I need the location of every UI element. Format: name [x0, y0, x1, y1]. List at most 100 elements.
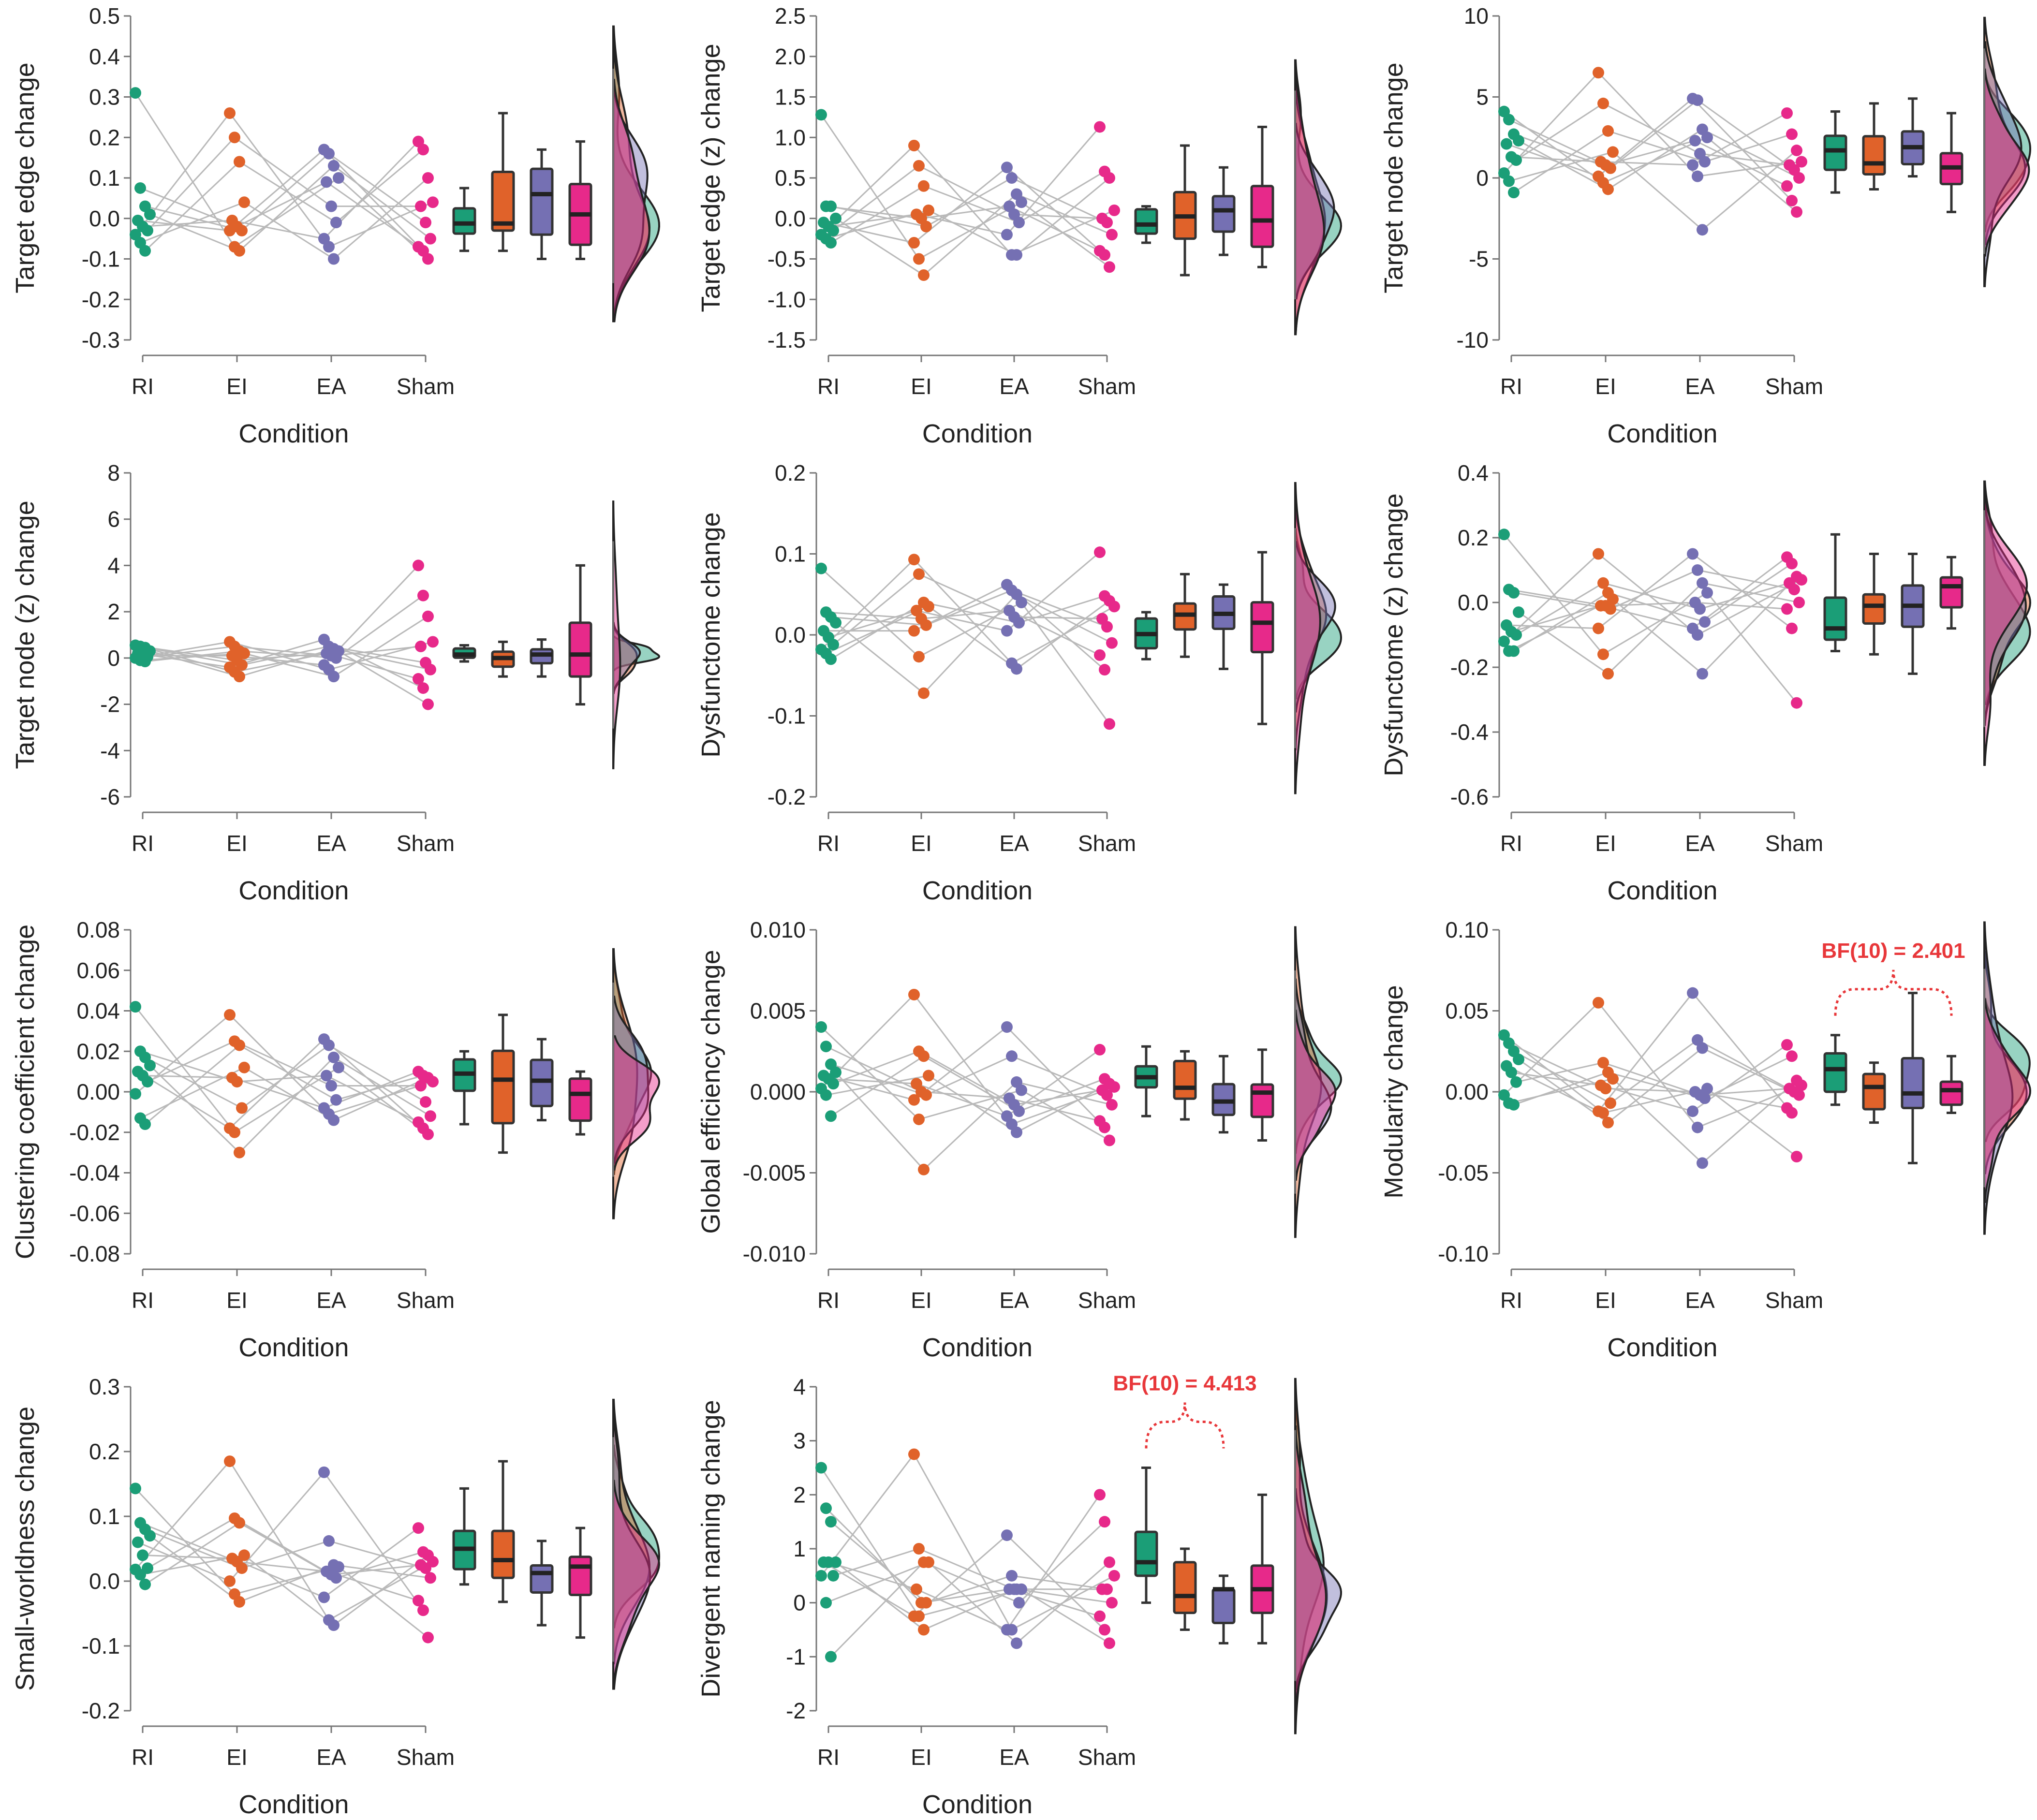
subject-line	[1504, 111, 1797, 213]
subject-line	[134, 1006, 428, 1135]
point-ei	[923, 1070, 934, 1082]
point-ei	[1605, 603, 1616, 615]
x-tick-label-ea: EA	[999, 374, 1029, 399]
y-tick-label: -1.0	[768, 287, 806, 312]
point-sham	[1099, 664, 1110, 676]
point-sham	[417, 144, 429, 156]
y-axis-title: Dysfunctome (z) change	[1379, 493, 1408, 776]
subject-line	[820, 993, 1115, 1125]
point-sham	[1106, 637, 1118, 649]
point-ei	[224, 224, 236, 236]
point-ri	[830, 212, 841, 224]
point-ei	[234, 1517, 245, 1529]
point-ei	[920, 1597, 932, 1609]
point-sham	[1786, 194, 1798, 206]
subject-line	[137, 638, 424, 689]
subject-line	[833, 165, 1103, 232]
subject-line	[830, 1521, 1106, 1658]
point-ei	[908, 554, 920, 566]
x-tick-label-sham: Sham	[1765, 374, 1823, 399]
point-ea	[323, 147, 335, 160]
point-ea	[1697, 224, 1708, 236]
point-ri	[827, 1078, 839, 1090]
density-ei	[612, 42, 651, 323]
y-axis-title: Target node (z) change	[11, 500, 40, 769]
y-tick-label: 2.5	[775, 3, 806, 29]
point-ri	[827, 224, 839, 236]
point-ei	[236, 1102, 248, 1114]
point-ea	[1687, 1105, 1698, 1117]
point-ea	[1013, 1597, 1025, 1609]
point-ea	[1697, 1157, 1708, 1169]
x-axis-title: Condition	[1607, 1333, 1717, 1362]
subject-line	[1511, 557, 1787, 632]
point-ea	[1689, 134, 1701, 147]
point-ei	[234, 245, 245, 257]
point-ei	[1602, 125, 1614, 137]
point-sham	[1101, 1583, 1113, 1595]
subject-line	[147, 1040, 421, 1086]
y-tick-label: 0.0	[1458, 590, 1489, 615]
point-ri	[1498, 635, 1510, 647]
subject-line	[140, 1522, 419, 1601]
y-tick-label: 0.0	[89, 1569, 120, 1594]
box-ei	[1862, 593, 1886, 625]
subject-line	[830, 171, 1105, 244]
point-ri	[1503, 175, 1515, 187]
point-ri	[815, 562, 827, 574]
point-ri	[815, 1021, 827, 1033]
y-tick-label: 0.010	[750, 917, 806, 942]
y-tick-label: 0.5	[775, 165, 806, 191]
box-ei	[491, 1529, 515, 1579]
point-ea	[318, 1466, 330, 1478]
subject-line	[1513, 1055, 1792, 1106]
point-ei	[913, 160, 925, 172]
y-tick-label: -0.04	[69, 1160, 120, 1186]
point-ea	[1013, 616, 1025, 629]
y-axis-title: Small-worldness change	[11, 1407, 40, 1691]
point-ei	[1593, 548, 1604, 560]
x-tick-label-ea: EA	[316, 831, 346, 856]
point-ei	[908, 1094, 920, 1106]
point-sham	[1104, 172, 1115, 184]
x-tick-label-ea: EA	[999, 831, 1029, 856]
point-ea	[323, 241, 335, 253]
y-tick-label: -0.2	[768, 784, 806, 809]
x-axis-title: Condition	[922, 1333, 1033, 1362]
point-ei	[918, 269, 930, 281]
point-ea	[1697, 577, 1708, 589]
box-sham	[1250, 185, 1274, 248]
point-ri	[134, 182, 146, 194]
subject-line	[833, 573, 1103, 646]
y-tick-label: 0.2	[89, 125, 120, 150]
density-sham	[1294, 1425, 1327, 1713]
x-tick-label-sham: Sham	[1078, 1745, 1136, 1770]
box-sham	[568, 621, 592, 678]
point-ri	[132, 1536, 144, 1548]
y-tick-label: 0.4	[89, 44, 120, 69]
box-sham	[1250, 1083, 1274, 1118]
point-ei	[913, 1113, 925, 1125]
subject-line	[1508, 576, 1798, 675]
x-tick-label-sham: Sham	[1078, 1288, 1136, 1313]
point-sham	[420, 217, 431, 229]
x-axis-title: Condition	[922, 419, 1033, 448]
point-ei	[1593, 622, 1604, 634]
density-sham	[1983, 494, 2028, 766]
x-axis-title: Condition	[922, 876, 1033, 905]
subject-line	[833, 1050, 1103, 1106]
point-ei	[923, 205, 934, 216]
box-ea	[530, 1564, 554, 1594]
point-ri	[144, 208, 156, 220]
subject-line	[826, 205, 1100, 252]
point-ea	[1692, 94, 1703, 106]
point-sham	[1781, 1039, 1793, 1051]
x-tick-label-ea: EA	[999, 1288, 1029, 1313]
density-sham	[612, 78, 650, 322]
subject-line	[140, 616, 428, 677]
point-ei	[918, 1050, 930, 1062]
y-tick-label: 0.00	[76, 1079, 120, 1104]
point-ei	[229, 132, 240, 144]
box-ei	[491, 170, 515, 232]
